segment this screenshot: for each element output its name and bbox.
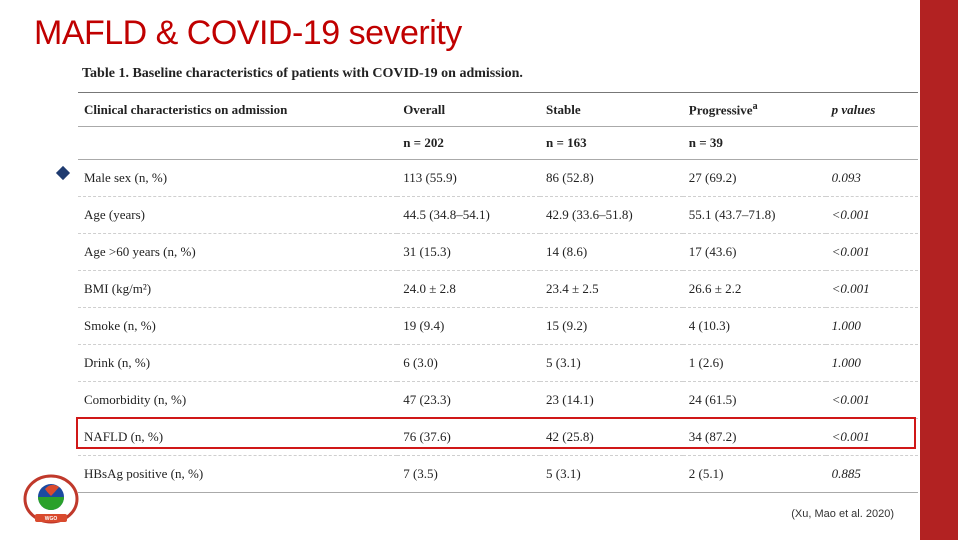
cell: 44.5 (34.8–54.1) bbox=[397, 197, 540, 234]
cell: 2 (5.1) bbox=[683, 456, 826, 493]
cell: Age >60 years (n, %) bbox=[78, 234, 397, 271]
diamond-bullet-icon bbox=[56, 165, 70, 179]
side-accent bbox=[920, 0, 958, 540]
cell: 1.000 bbox=[826, 308, 918, 345]
slide-title: MAFLD & COVID-19 severity bbox=[34, 14, 462, 53]
table-row: BMI (kg/m²)24.0 ± 2.823.4 ± 2.526.6 ± 2.… bbox=[78, 271, 918, 308]
wgo-logo-icon: WGO bbox=[22, 474, 80, 526]
cell: Age (years) bbox=[78, 197, 397, 234]
svg-text:WGO: WGO bbox=[45, 516, 58, 522]
cell: 34 (87.2) bbox=[683, 419, 826, 456]
cell bbox=[826, 127, 918, 160]
cell: <0.001 bbox=[826, 271, 918, 308]
cell: 31 (15.3) bbox=[397, 234, 540, 271]
cell: n = 163 bbox=[540, 127, 683, 160]
cell: 47 (23.3) bbox=[397, 382, 540, 419]
cell: 6 (3.0) bbox=[397, 345, 540, 382]
cell: 42 (25.8) bbox=[540, 419, 683, 456]
data-table: Clinical characteristics on admission Ov… bbox=[78, 92, 918, 493]
cell: 27 (69.2) bbox=[683, 160, 826, 197]
table-row: Smoke (n, %)19 (9.4)15 (9.2)4 (10.3)1.00… bbox=[78, 308, 918, 345]
cell: 23.4 ± 2.5 bbox=[540, 271, 683, 308]
cell: 7 (3.5) bbox=[397, 456, 540, 493]
table-row: NAFLD (n, %)76 (37.6)42 (25.8)34 (87.2)<… bbox=[78, 419, 918, 456]
cell: 24.0 ± 2.8 bbox=[397, 271, 540, 308]
baseline-table: Table 1. Baseline characteristics of pat… bbox=[78, 60, 918, 493]
table-body: n = 202 n = 163 n = 39 Male sex (n, %)11… bbox=[78, 127, 918, 493]
cell: n = 39 bbox=[683, 127, 826, 160]
col-header: p values bbox=[826, 93, 918, 127]
cell: 5 (3.1) bbox=[540, 456, 683, 493]
cell: Comorbidity (n, %) bbox=[78, 382, 397, 419]
cell: 86 (52.8) bbox=[540, 160, 683, 197]
table-row: HBsAg positive (n, %)7 (3.5)5 (3.1)2 (5.… bbox=[78, 456, 918, 493]
cell: <0.001 bbox=[826, 234, 918, 271]
table-row: Age (years)44.5 (34.8–54.1)42.9 (33.6–51… bbox=[78, 197, 918, 234]
cell: 42.9 (33.6–51.8) bbox=[540, 197, 683, 234]
table-caption: Table 1. Baseline characteristics of pat… bbox=[78, 60, 918, 92]
col-header: Stable bbox=[540, 93, 683, 127]
table-header-row: Clinical characteristics on admission Ov… bbox=[78, 93, 918, 127]
cell: 24 (61.5) bbox=[683, 382, 826, 419]
slide: MAFLD & COVID-19 severity O Table 1. Bas… bbox=[0, 0, 958, 540]
cell: 19 (9.4) bbox=[397, 308, 540, 345]
cell: Smoke (n, %) bbox=[78, 308, 397, 345]
table-row: Drink (n, %)6 (3.0)5 (3.1)1 (2.6)1.000 bbox=[78, 345, 918, 382]
cell: 5 (3.1) bbox=[540, 345, 683, 382]
table-row: Male sex (n, %)113 (55.9)86 (52.8)27 (69… bbox=[78, 160, 918, 197]
cell: 0.093 bbox=[826, 160, 918, 197]
col-header-text: Progressive bbox=[689, 102, 753, 117]
col-header: Progressivea bbox=[683, 93, 826, 127]
col-header: Clinical characteristics on admission bbox=[78, 93, 397, 127]
table-row: Age >60 years (n, %)31 (15.3)14 (8.6)17 … bbox=[78, 234, 918, 271]
cell: 15 (9.2) bbox=[540, 308, 683, 345]
cell: Drink (n, %) bbox=[78, 345, 397, 382]
cell: 23 (14.1) bbox=[540, 382, 683, 419]
cell: <0.001 bbox=[826, 197, 918, 234]
cell: <0.001 bbox=[826, 419, 918, 456]
cell: 0.885 bbox=[826, 456, 918, 493]
cell: 76 (37.6) bbox=[397, 419, 540, 456]
table-row: Comorbidity (n, %)47 (23.3)23 (14.1)24 (… bbox=[78, 382, 918, 419]
cell: 14 (8.6) bbox=[540, 234, 683, 271]
n-row: n = 202 n = 163 n = 39 bbox=[78, 127, 918, 160]
cell: 1 (2.6) bbox=[683, 345, 826, 382]
citation-text: (Xu, Mao et al. 2020) bbox=[791, 508, 894, 520]
cell: 1.000 bbox=[826, 345, 918, 382]
cell: 17 (43.6) bbox=[683, 234, 826, 271]
cell: 113 (55.9) bbox=[397, 160, 540, 197]
superscript: a bbox=[753, 101, 758, 112]
cell: n = 202 bbox=[397, 127, 540, 160]
cell: <0.001 bbox=[826, 382, 918, 419]
cell bbox=[78, 127, 397, 160]
cell: BMI (kg/m²) bbox=[78, 271, 397, 308]
cell: 4 (10.3) bbox=[683, 308, 826, 345]
cell: Male sex (n, %) bbox=[78, 160, 397, 197]
cell: 55.1 (43.7–71.8) bbox=[683, 197, 826, 234]
cell: NAFLD (n, %) bbox=[78, 419, 397, 456]
cell: 26.6 ± 2.2 bbox=[683, 271, 826, 308]
col-header: Overall bbox=[397, 93, 540, 127]
cell: HBsAg positive (n, %) bbox=[78, 456, 397, 493]
